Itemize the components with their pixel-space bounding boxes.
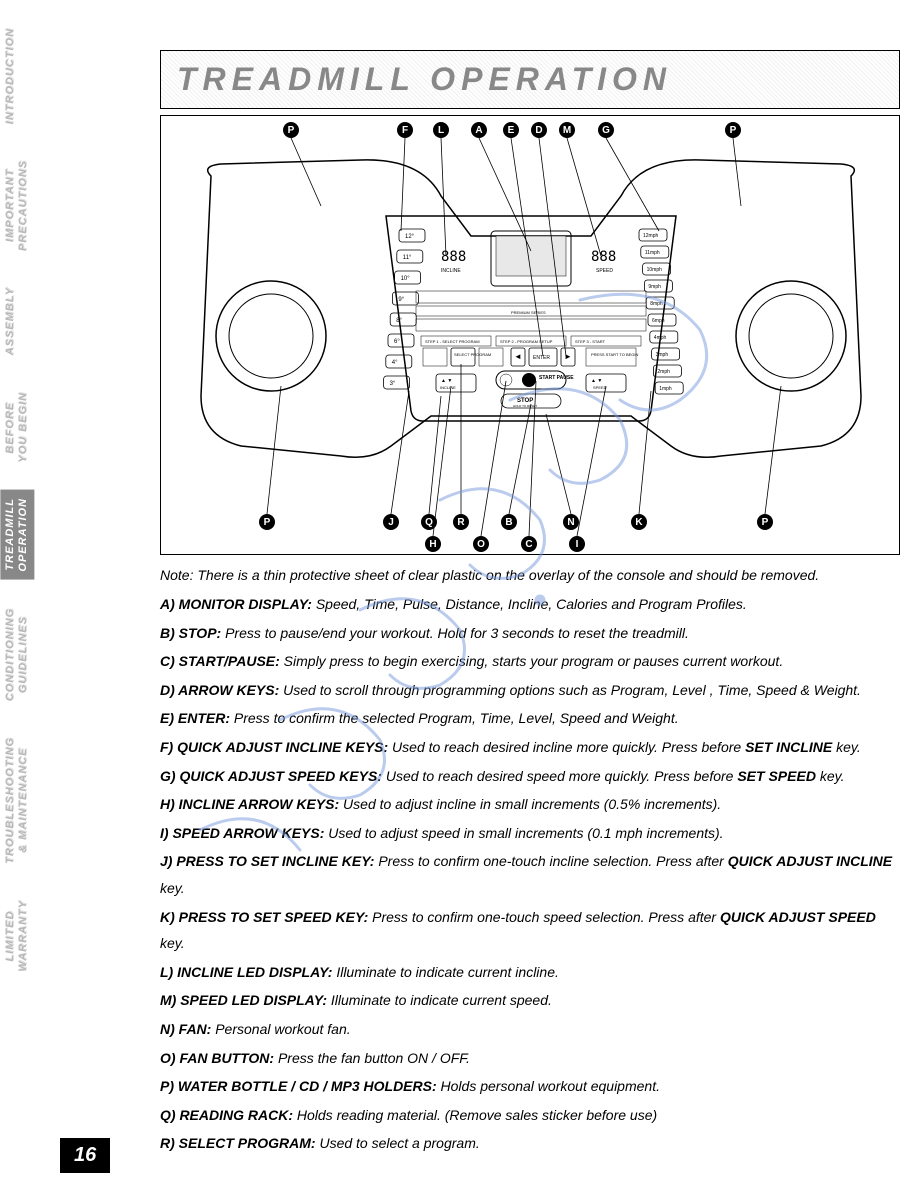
description-item: D) ARROW KEYS: Used to scroll through pr… bbox=[160, 677, 900, 704]
callout-E: E bbox=[503, 122, 519, 138]
svg-text:12mph: 12mph bbox=[643, 233, 659, 239]
svg-text:SELECT PROGRAM: SELECT PROGRAM bbox=[454, 352, 491, 357]
svg-text:ENTER: ENTER bbox=[533, 355, 550, 361]
svg-text:▲ ▼: ▲ ▼ bbox=[441, 378, 452, 384]
svg-text:10°: 10° bbox=[401, 276, 411, 282]
svg-text:SPEED: SPEED bbox=[596, 268, 613, 274]
svg-text:9°: 9° bbox=[398, 297, 404, 303]
svg-text:STEP 3 - START: STEP 3 - START bbox=[575, 339, 606, 344]
description-item: L) INCLINE LED DISPLAY: Illuminate to in… bbox=[160, 959, 900, 986]
sidebar-item-1: IMPORTANTPRECAUTIONS bbox=[0, 152, 34, 259]
callout-R: R bbox=[453, 514, 469, 530]
sidebar-item-5: CONDITIONINGGUIDELINES bbox=[0, 600, 34, 709]
callout-A: A bbox=[471, 122, 487, 138]
description-item: J) PRESS TO SET INCLINE KEY: Press to co… bbox=[160, 848, 900, 901]
description-item: K) PRESS TO SET SPEED KEY: Press to conf… bbox=[160, 904, 900, 957]
description-item: A) MONITOR DISPLAY: Speed, Time, Pulse, … bbox=[160, 591, 900, 618]
description-item: N) FAN: Personal workout fan. bbox=[160, 1016, 900, 1043]
svg-text:▲ ▼: ▲ ▼ bbox=[591, 378, 602, 384]
svg-text:PREMIUM SERIES: PREMIUM SERIES bbox=[511, 310, 546, 315]
sidebar-item-0: INTRODUCTION bbox=[0, 20, 21, 132]
description-item: F) QUICK ADJUST INCLINE KEYS: Used to re… bbox=[160, 734, 900, 761]
svg-text:INCLINE: INCLINE bbox=[441, 268, 461, 274]
callout-M: M bbox=[559, 122, 575, 138]
svg-text:888: 888 bbox=[441, 249, 466, 265]
svg-text:11°: 11° bbox=[403, 255, 412, 261]
callout-B: B bbox=[501, 514, 517, 530]
svg-text:2mph: 2mph bbox=[657, 369, 670, 375]
callout-J: J bbox=[383, 514, 399, 530]
svg-text:9mph: 9mph bbox=[648, 284, 661, 290]
callout-K: K bbox=[631, 514, 647, 530]
description-item: Q) READING RACK: Holds reading material.… bbox=[160, 1102, 900, 1129]
svg-text:3mph: 3mph bbox=[656, 352, 669, 358]
callout-L: L bbox=[433, 122, 449, 138]
callout-P: P bbox=[725, 122, 741, 138]
svg-text:4mph: 4mph bbox=[654, 335, 667, 341]
description-item: M) SPEED LED DISPLAY: Illuminate to indi… bbox=[160, 987, 900, 1014]
title-box: TREADMILL OPERATION bbox=[160, 50, 900, 109]
svg-text:STEP 1 - SELECT PROGRAM: STEP 1 - SELECT PROGRAM bbox=[425, 339, 480, 344]
description-item: O) FAN BUTTON: Press the fan button ON /… bbox=[160, 1045, 900, 1072]
callout-P: P bbox=[757, 514, 773, 530]
svg-text:◄: ◄ bbox=[514, 352, 522, 361]
svg-text:4°: 4° bbox=[392, 360, 398, 366]
svg-text:STEP 2 - PROGRAM SETUP: STEP 2 - PROGRAM SETUP bbox=[500, 339, 553, 344]
sidebar: INTRODUCTION IMPORTANTPRECAUTIONS ASSEMBLY… bbox=[0, 0, 60, 1188]
callout-G: G bbox=[598, 122, 614, 138]
svg-text:SPEED: SPEED bbox=[593, 385, 607, 390]
diagram-svg: 888 INCLINE 888 SPEED PREMIUM SERIES STE… bbox=[161, 116, 900, 555]
svg-text:6mph: 6mph bbox=[652, 318, 665, 324]
callout-F: F bbox=[397, 122, 413, 138]
svg-text:1mph: 1mph bbox=[659, 386, 672, 392]
svg-text:PRESS START TO BEGIN: PRESS START TO BEGIN bbox=[591, 352, 639, 357]
callout-P: P bbox=[259, 514, 275, 530]
description-item: C) START/PAUSE: Simply press to begin ex… bbox=[160, 648, 900, 675]
callout-O: O bbox=[473, 536, 489, 552]
description-item: H) INCLINE ARROW KEYS: Used to adjust in… bbox=[160, 791, 900, 818]
callout-D: D bbox=[531, 122, 547, 138]
svg-text:8°: 8° bbox=[396, 318, 402, 324]
svg-text:12°: 12° bbox=[405, 234, 415, 240]
description-item: G) QUICK ADJUST SPEED KEYS: Used to reac… bbox=[160, 763, 900, 790]
svg-text:►: ► bbox=[564, 352, 572, 361]
svg-text:888: 888 bbox=[591, 249, 616, 265]
sidebar-item-6: TROUBLESHOOTING& MAINTENANCE bbox=[0, 729, 34, 872]
callout-P: P bbox=[283, 122, 299, 138]
console-diagram: 888 INCLINE 888 SPEED PREMIUM SERIES STE… bbox=[160, 115, 900, 555]
description-item: P) WATER BOTTLE / CD / MP3 HOLDERS: Hold… bbox=[160, 1073, 900, 1100]
svg-text:8mph: 8mph bbox=[650, 301, 663, 307]
callout-N: N bbox=[563, 514, 579, 530]
svg-text:10mph: 10mph bbox=[647, 267, 663, 273]
svg-text:11mph: 11mph bbox=[645, 250, 660, 256]
sidebar-item-2: ASSEMBLY bbox=[0, 279, 21, 363]
callout-Q: Q bbox=[421, 514, 437, 530]
sidebar-item-3: BEFOREYOU BEGIN bbox=[0, 384, 34, 471]
svg-text:HOLD TO RESET: HOLD TO RESET bbox=[513, 404, 537, 408]
description-item: E) ENTER: Press to confirm the selected … bbox=[160, 705, 900, 732]
note-text: Note: There is a thin protective sheet o… bbox=[160, 567, 900, 583]
item-list: A) MONITOR DISPLAY: Speed, Time, Pulse, … bbox=[160, 591, 900, 1157]
description-item: I) SPEED ARROW KEYS: Used to adjust spee… bbox=[160, 820, 900, 847]
sidebar-item-4: TREADMILLOPERATION bbox=[0, 490, 34, 580]
callout-I: I bbox=[569, 536, 585, 552]
svg-text:3°: 3° bbox=[390, 381, 396, 387]
page-title: TREADMILL OPERATION bbox=[177, 61, 883, 98]
sidebar-item-7: LIMITEDWARRANTY bbox=[0, 892, 34, 980]
svg-text:START PAUSE: START PAUSE bbox=[539, 375, 574, 381]
svg-text:6°: 6° bbox=[394, 339, 400, 345]
description-item: R) SELECT PROGRAM: Used to select a prog… bbox=[160, 1130, 900, 1157]
description-item: B) STOP: Press to pause/end your workout… bbox=[160, 620, 900, 647]
main-content: TREADMILL OPERATION 888 INCLINE 888 SPEE… bbox=[160, 50, 900, 1159]
svg-text:INCLINE: INCLINE bbox=[440, 385, 456, 390]
callout-H: H bbox=[425, 536, 441, 552]
callout-C: C bbox=[521, 536, 537, 552]
page-number: 16 bbox=[60, 1138, 110, 1173]
